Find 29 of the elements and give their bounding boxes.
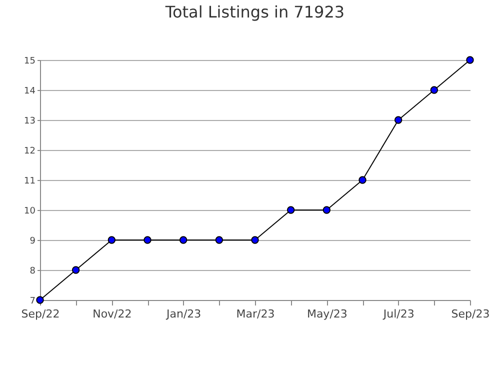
point — [358, 176, 366, 184]
y-tick-label: 7 — [30, 296, 36, 306]
point — [394, 116, 402, 124]
x-tick-label: Sep/22 — [21, 308, 60, 320]
point — [108, 236, 116, 244]
y-tick-label: 13 — [24, 116, 36, 126]
point — [72, 266, 80, 274]
point — [144, 236, 152, 244]
point — [466, 56, 474, 64]
point — [179, 236, 188, 244]
point — [286, 206, 295, 214]
point — [251, 236, 259, 244]
y-tick-label: 14 — [24, 86, 36, 96]
point — [215, 236, 224, 244]
y-tick-label: 15 — [24, 56, 36, 66]
x-tick-label: Nov/22 — [92, 308, 132, 320]
y-tick-label: 9 — [30, 236, 36, 246]
y-tick-label: 11 — [24, 176, 36, 186]
chart-title: Total Listings in 71923 — [164, 2, 345, 22]
x-tick-label: Mar/23 — [236, 308, 275, 320]
x-tick-label: Sep/23 — [451, 308, 490, 320]
y-tick-label: 10 — [24, 206, 36, 216]
y-tick-label: 8 — [30, 266, 36, 276]
y-tick-label: 12 — [24, 146, 36, 156]
x-tick-label: May/23 — [306, 308, 348, 320]
x-tick-label: Jul/23 — [382, 308, 414, 320]
point — [322, 206, 331, 214]
x-tick-label: Jan/23 — [165, 308, 202, 320]
point — [430, 86, 438, 94]
